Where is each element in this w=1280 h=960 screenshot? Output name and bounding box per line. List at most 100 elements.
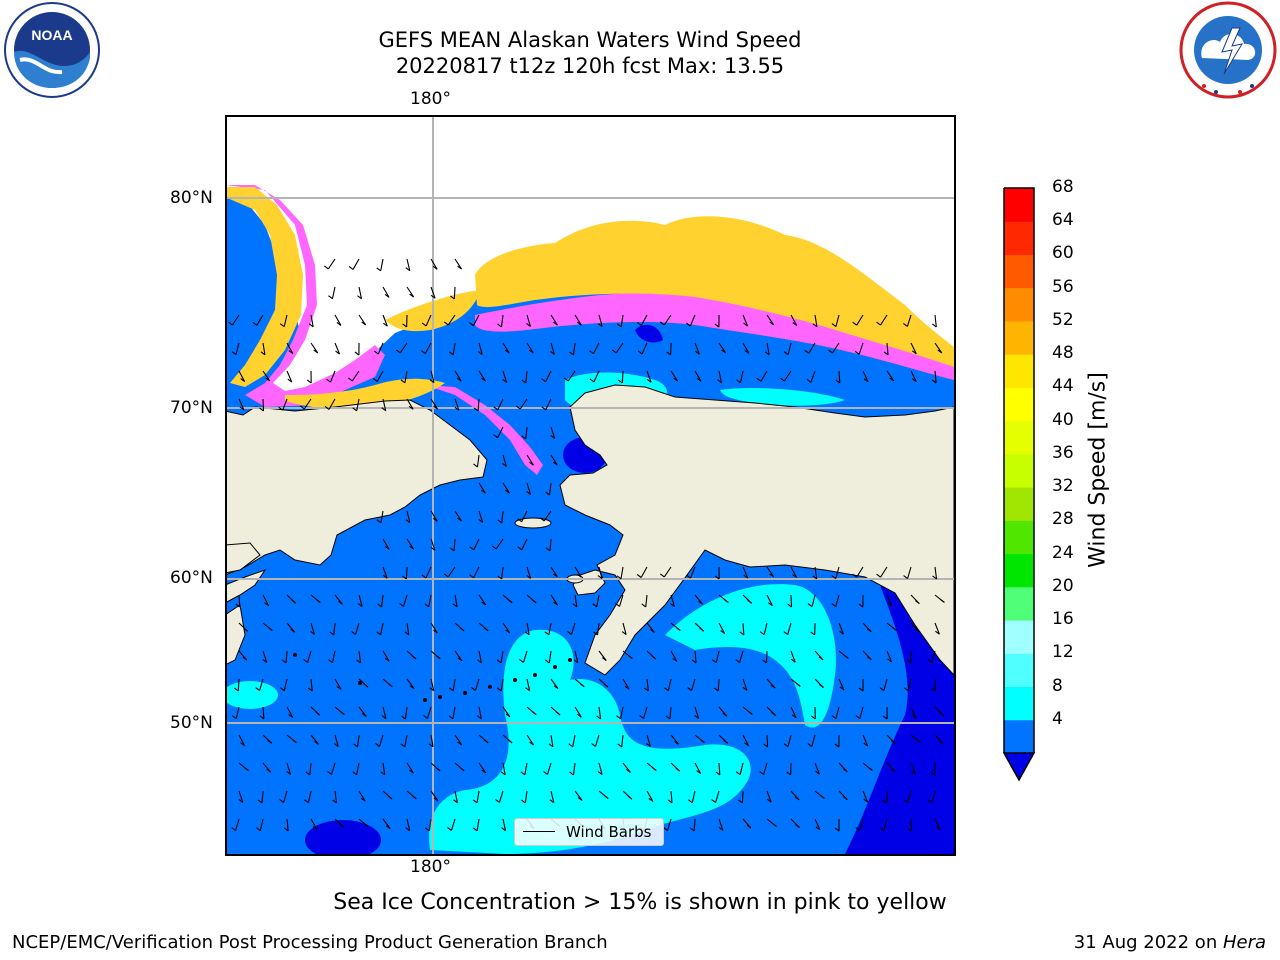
wind-barb — [739, 370, 744, 383]
wind-barb — [838, 370, 841, 384]
wind-barb — [502, 762, 506, 775]
wind-barb — [428, 818, 432, 831]
wind-barb — [880, 566, 888, 578]
wind-barb — [689, 566, 696, 579]
wind-barb — [382, 650, 390, 662]
wind-barb-flag — [863, 378, 869, 383]
wind-barb-flag — [807, 603, 813, 608]
wind-barb-flag — [603, 683, 609, 688]
wind-barb-flag — [834, 827, 840, 832]
wind-barb-flag — [812, 575, 818, 580]
wind-barb-flag — [255, 687, 260, 691]
wind-barb — [550, 678, 559, 690]
wind-barb — [790, 566, 798, 578]
wind-barb — [592, 342, 600, 354]
wind-barb — [472, 314, 480, 326]
wind-barb-flag — [553, 685, 559, 690]
wind-barb — [382, 538, 390, 550]
wind-barb-flag — [448, 715, 454, 720]
wind-barb — [549, 538, 552, 552]
wind-barb-flag — [231, 351, 237, 356]
wind-barb — [382, 762, 386, 775]
wind-barb-flag — [659, 573, 665, 578]
wind-barb-flag — [699, 627, 705, 632]
wind-barb-flag — [267, 739, 273, 744]
wind-barb — [667, 678, 672, 691]
wind-barb — [406, 258, 411, 271]
wind-barb — [382, 398, 387, 411]
wind-barb — [640, 314, 648, 326]
wind-barb-flag — [772, 823, 777, 827]
wind-barb — [259, 818, 264, 831]
wind-barb — [790, 594, 793, 608]
wind-barb-flag — [831, 603, 837, 607]
wind-barb-flag — [746, 824, 752, 829]
wind-barb-flag — [336, 685, 342, 690]
wind-barb — [235, 818, 240, 831]
wind-barb-flag — [433, 629, 438, 634]
wind-barb — [742, 566, 749, 579]
wind-barb-flag — [839, 630, 844, 635]
wind-barb-flag — [429, 379, 435, 384]
wind-barb — [715, 790, 720, 803]
wind-barb-flag — [357, 295, 362, 300]
wind-barb-flag — [906, 659, 912, 664]
wind-barb-flag — [411, 795, 417, 800]
colorbar-segment — [1004, 586, 1034, 621]
wind-barb-flag — [483, 627, 489, 632]
wind-barb-flag — [646, 378, 652, 383]
wind-barb — [521, 538, 528, 551]
wind-barb — [691, 790, 696, 803]
wind-barb-flag — [931, 323, 937, 328]
wind-barb — [430, 734, 434, 747]
wind-barb-flag — [348, 265, 354, 270]
wind-barb — [447, 566, 456, 578]
wind-barb-flag — [400, 379, 406, 384]
wind-barb — [622, 622, 627, 635]
wind-barb-flag — [481, 489, 486, 494]
wind-barb-flag — [497, 575, 503, 580]
wind-barb-flag — [432, 517, 438, 522]
colorbar-tick-label: 52 — [1052, 309, 1074, 330]
wind-barb — [454, 790, 458, 803]
wind-barb — [502, 342, 510, 354]
wind-barb-flag — [329, 631, 335, 636]
wind-barb-flag — [456, 377, 462, 382]
wind-barb — [886, 650, 893, 663]
wind-barb — [856, 566, 864, 578]
wind-barb-flag — [424, 827, 430, 832]
wind-barb — [376, 370, 384, 382]
wind-barb — [238, 594, 241, 608]
wind-barb-flag — [842, 768, 848, 773]
wind-barb — [377, 342, 384, 355]
wind-barb-flag — [306, 379, 312, 384]
wind-barb — [858, 342, 864, 355]
wind-barb — [646, 734, 651, 747]
wind-barb-flag — [381, 407, 387, 412]
wind-barb-flag — [747, 599, 752, 604]
wind-barb — [358, 314, 367, 326]
wind-barb — [452, 706, 456, 719]
wind-barb — [550, 566, 558, 578]
wind-barb — [526, 314, 531, 327]
wind-barb-flag — [539, 517, 545, 522]
wind-barb — [643, 706, 648, 719]
wind-barb-flag — [711, 799, 716, 803]
wind-barb-flag — [471, 687, 476, 691]
wind-barb-flag — [687, 687, 692, 691]
wind-barb — [286, 706, 294, 718]
wind-barb-flag — [287, 378, 293, 383]
wind-barb — [742, 314, 749, 327]
wind-barb-flag — [476, 715, 482, 720]
wind-barb-flag — [766, 798, 772, 803]
wind-barb — [310, 622, 316, 635]
wind-barb — [694, 706, 700, 719]
wind-barb — [620, 566, 624, 579]
wind-barb — [478, 650, 482, 663]
wind-barb-flag — [616, 323, 622, 328]
colorbar-segment — [1004, 221, 1034, 255]
wind-barb — [886, 370, 895, 382]
wind-barb-flag — [673, 377, 678, 382]
wind-barb-flag — [790, 658, 796, 663]
wind-barb-flag — [308, 323, 314, 328]
